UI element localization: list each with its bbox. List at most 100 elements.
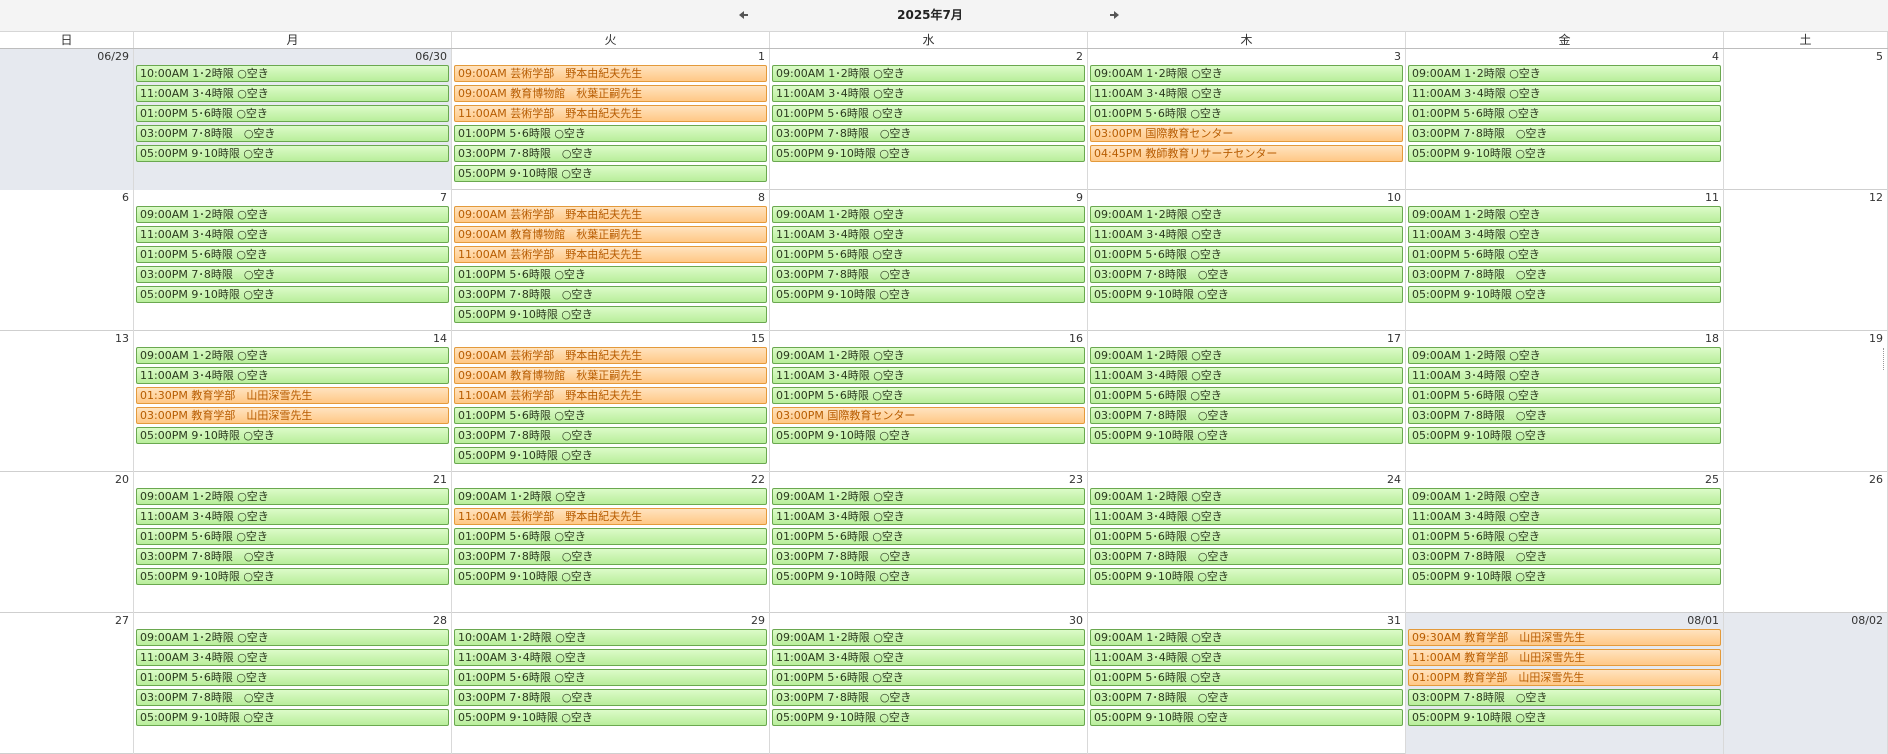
free-slot-event[interactable]: 09:00AM 1･2時限 ○空き <box>136 629 449 646</box>
resize-handle[interactable] <box>1883 348 1888 370</box>
free-slot-event[interactable]: 11:00AM 3･4時限 ○空き <box>772 367 1085 384</box>
free-slot-event[interactable]: 03:00PM 7･8時限 ○空き <box>1408 407 1721 424</box>
free-slot-event[interactable]: 09:00AM 1･2時限 ○空き <box>772 347 1085 364</box>
free-slot-event[interactable]: 03:00PM 7･8時限 ○空き <box>1408 125 1721 142</box>
free-slot-event[interactable]: 11:00AM 3･4時限 ○空き <box>1408 85 1721 102</box>
day-cell[interactable]: 7 09:00AM 1･2時限 ○空き 11:00AM 3･4時限 ○空き 01:00… <box>134 190 452 331</box>
booked-event[interactable]: 11:00AM 教育学部 山田深雪先生 <box>1408 649 1721 666</box>
free-slot-event[interactable]: 01:00PM 5･6時限 ○空き <box>1090 246 1403 263</box>
free-slot-event[interactable]: 11:00AM 3･4時限 ○空き <box>136 508 449 525</box>
free-slot-event[interactable]: 03:00PM 7･8時限 ○空き <box>1090 689 1403 706</box>
free-slot-event[interactable]: 11:00AM 3･4時限 ○空き <box>1090 508 1403 525</box>
booked-event[interactable]: 09:30AM 教育学部 山田深雪先生 <box>1408 629 1721 646</box>
free-slot-event[interactable]: 01:00PM 5･6時限 ○空き <box>772 669 1085 686</box>
free-slot-event[interactable]: 05:00PM 9･10時限 ○空き <box>1090 568 1403 585</box>
free-slot-event[interactable]: 05:00PM 9･10時限 ○空き <box>1408 709 1721 726</box>
free-slot-event[interactable]: 03:00PM 7･8時限 ○空き <box>136 548 449 565</box>
booked-event[interactable]: 09:00AM 教育博物館 秋葉正嗣先生 <box>454 367 767 384</box>
free-slot-event[interactable]: 01:00PM 5･6時限 ○空き <box>1408 246 1721 263</box>
free-slot-event[interactable]: 01:00PM 5･6時限 ○空き <box>1408 387 1721 404</box>
free-slot-event[interactable]: 05:00PM 9･10時限 ○空き <box>772 568 1085 585</box>
free-slot-event[interactable]: 03:00PM 7･8時限 ○空き <box>772 266 1085 283</box>
day-cell[interactable]: 29 10:00AM 1･2時限 ○空き 11:00AM 3･4時限 ○空き 01:0… <box>452 613 770 754</box>
free-slot-event[interactable]: 09:00AM 1･2時限 ○空き <box>772 206 1085 223</box>
day-cell[interactable]: 06/29 <box>0 49 134 190</box>
booked-event[interactable]: 03:00PM 教育学部 山田深雪先生 <box>136 407 449 424</box>
free-slot-event[interactable]: 03:00PM 7･8時限 ○空き <box>454 689 767 706</box>
free-slot-event[interactable]: 10:00AM 1･2時限 ○空き <box>454 629 767 646</box>
free-slot-event[interactable]: 05:00PM 9･10時限 ○空き <box>454 306 767 323</box>
free-slot-event[interactable]: 01:00PM 5･6時限 ○空き <box>772 105 1085 122</box>
free-slot-event[interactable]: 01:00PM 5･6時限 ○空き <box>136 669 449 686</box>
day-cell[interactable]: 26 <box>1724 472 1888 613</box>
free-slot-event[interactable]: 05:00PM 9･10時限 ○空き <box>1408 568 1721 585</box>
free-slot-event[interactable]: 09:00AM 1･2時限 ○空き <box>1408 488 1721 505</box>
booked-event[interactable]: 11:00AM 芸術学部 野本由紀夫先生 <box>454 387 767 404</box>
free-slot-event[interactable]: 09:00AM 1･2時限 ○空き <box>1090 629 1403 646</box>
free-slot-event[interactable]: 09:00AM 1･2時限 ○空き <box>1408 65 1721 82</box>
booked-event[interactable]: 09:00AM 芸術学部 野本由紀夫先生 <box>454 65 767 82</box>
day-cell[interactable]: 25 09:00AM 1･2時限 ○空き 11:00AM 3･4時限 ○空き 01:0… <box>1406 472 1724 613</box>
day-cell[interactable]: 27 <box>0 613 134 754</box>
day-cell[interactable]: 10 09:00AM 1･2時限 ○空き 11:00AM 3･4時限 ○空き 01:0… <box>1088 190 1406 331</box>
day-cell[interactable]: 18 09:00AM 1･2時限 ○空き 11:00AM 3･4時限 ○空き 01:0… <box>1406 331 1724 472</box>
free-slot-event[interactable]: 11:00AM 3･4時限 ○空き <box>1090 85 1403 102</box>
free-slot-event[interactable]: 03:00PM 7･8時限 ○空き <box>772 125 1085 142</box>
booked-event[interactable]: 11:00AM 芸術学部 野本由紀夫先生 <box>454 246 767 263</box>
free-slot-event[interactable]: 11:00AM 3･4時限 ○空き <box>1090 367 1403 384</box>
free-slot-event[interactable]: 05:00PM 9･10時限 ○空き <box>454 447 767 464</box>
day-cell[interactable]: 5 <box>1724 49 1888 190</box>
free-slot-event[interactable]: 03:00PM 7･8時限 ○空き <box>136 689 449 706</box>
free-slot-event[interactable]: 11:00AM 3･4時限 ○空き <box>454 649 767 666</box>
free-slot-event[interactable]: 01:00PM 5･6時限 ○空き <box>1090 669 1403 686</box>
free-slot-event[interactable]: 05:00PM 9･10時限 ○空き <box>136 709 449 726</box>
free-slot-event[interactable]: 03:00PM 7･8時限 ○空き <box>136 125 449 142</box>
day-cell[interactable]: 12 <box>1724 190 1888 331</box>
free-slot-event[interactable]: 11:00AM 3･4時限 ○空き <box>772 649 1085 666</box>
free-slot-event[interactable]: 03:00PM 7･8時限 ○空き <box>772 689 1085 706</box>
free-slot-event[interactable]: 05:00PM 9･10時限 ○空き <box>454 165 767 182</box>
free-slot-event[interactable]: 11:00AM 3･4時限 ○空き <box>1090 226 1403 243</box>
day-cell[interactable]: 23 09:00AM 1･2時限 ○空き 11:00AM 3･4時限 ○空き 01:0… <box>770 472 1088 613</box>
free-slot-event[interactable]: 01:00PM 5･6時限 ○空き <box>454 669 767 686</box>
free-slot-event[interactable]: 05:00PM 9･10時限 ○空き <box>136 145 449 162</box>
day-cell[interactable]: 28 09:00AM 1･2時限 ○空き 11:00AM 3･4時限 ○空き 01:0… <box>134 613 452 754</box>
free-slot-event[interactable]: 03:00PM 7･8時限 ○空き <box>454 427 767 444</box>
booked-event[interactable]: 09:00AM 芸術学部 野本由紀夫先生 <box>454 347 767 364</box>
day-cell[interactable]: 14 09:00AM 1･2時限 ○空き 11:00AM 3･4時限 ○空き 01:3… <box>134 331 452 472</box>
free-slot-event[interactable]: 05:00PM 9･10時限 ○空き <box>1090 427 1403 444</box>
free-slot-event[interactable]: 05:00PM 9･10時限 ○空き <box>1090 709 1403 726</box>
free-slot-event[interactable]: 09:00AM 1･2時限 ○空き <box>1408 347 1721 364</box>
free-slot-event[interactable]: 11:00AM 3･4時限 ○空き <box>1090 649 1403 666</box>
free-slot-event[interactable]: 09:00AM 1･2時限 ○空き <box>1090 65 1403 82</box>
free-slot-event[interactable]: 11:00AM 3･4時限 ○空き <box>772 85 1085 102</box>
free-slot-event[interactable]: 01:00PM 5･6時限 ○空き <box>1090 105 1403 122</box>
free-slot-event[interactable]: 01:00PM 5･6時限 ○空き <box>136 528 449 545</box>
booked-event[interactable]: 09:00AM 芸術学部 野本由紀夫先生 <box>454 206 767 223</box>
day-cell[interactable]: 19 <box>1724 331 1888 472</box>
day-cell[interactable]: 20 <box>0 472 134 613</box>
day-cell[interactable]: 08/02 <box>1724 613 1888 754</box>
booked-event[interactable]: 11:00AM 芸術学部 野本由紀夫先生 <box>454 508 767 525</box>
day-cell[interactable]: 08/01 09:30AM 教育学部 山田深雪先生 11:00AM 教育学部 山田深… <box>1406 613 1724 754</box>
free-slot-event[interactable]: 03:00PM 7･8時限 ○空き <box>1090 266 1403 283</box>
free-slot-event[interactable]: 05:00PM 9･10時限 ○空き <box>1408 427 1721 444</box>
booked-event[interactable]: 03:00PM 国際教育センター <box>772 407 1085 424</box>
free-slot-event[interactable]: 03:00PM 7･8時限 ○空き <box>772 548 1085 565</box>
free-slot-event[interactable]: 05:00PM 9･10時限 ○空き <box>772 286 1085 303</box>
free-slot-event[interactable]: 11:00AM 3･4時限 ○空き <box>772 226 1085 243</box>
free-slot-event[interactable]: 01:00PM 5･6時限 ○空き <box>1408 105 1721 122</box>
free-slot-event[interactable]: 01:00PM 5･6時限 ○空き <box>136 105 449 122</box>
day-cell[interactable]: 4 09:00AM 1･2時限 ○空き 11:00AM 3･4時限 ○空き 01:00… <box>1406 49 1724 190</box>
free-slot-event[interactable]: 05:00PM 9･10時限 ○空き <box>454 568 767 585</box>
day-cell[interactable]: 11 09:00AM 1･2時限 ○空き 11:00AM 3･4時限 ○空き 01:0… <box>1406 190 1724 331</box>
day-cell[interactable]: 1 09:00AM 芸術学部 野本由紀夫先生 09:00AM 教育博物館 秋葉正嗣先… <box>452 49 770 190</box>
free-slot-event[interactable]: 01:00PM 5･6時限 ○空き <box>772 528 1085 545</box>
day-cell[interactable]: 8 09:00AM 芸術学部 野本由紀夫先生 09:00AM 教育博物館 秋葉正嗣先… <box>452 190 770 331</box>
booked-event[interactable]: 03:00PM 国際教育センター <box>1090 125 1403 142</box>
free-slot-event[interactable]: 11:00AM 3･4時限 ○空き <box>1408 508 1721 525</box>
free-slot-event[interactable]: 09:00AM 1･2時限 ○空き <box>136 347 449 364</box>
day-cell[interactable]: 6 <box>0 190 134 331</box>
free-slot-event[interactable]: 01:00PM 5･6時限 ○空き <box>1090 528 1403 545</box>
day-cell[interactable]: 16 09:00AM 1･2時限 ○空き 11:00AM 3･4時限 ○空き 01:0… <box>770 331 1088 472</box>
